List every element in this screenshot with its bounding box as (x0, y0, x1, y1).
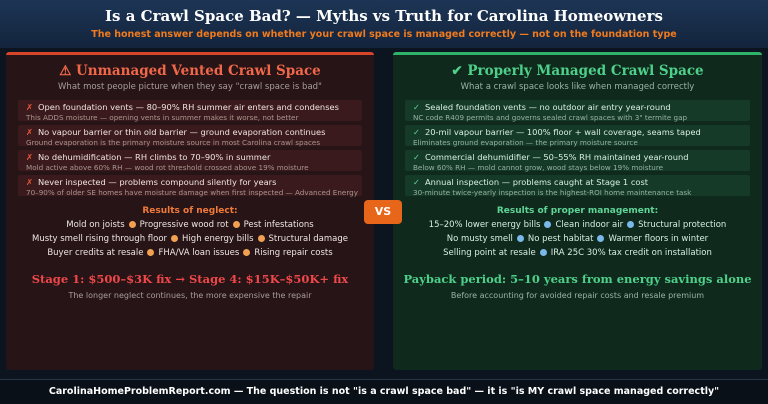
item-text: No dehumidification — RH climbs to 70–90… (37, 152, 271, 162)
bullet (539, 248, 547, 256)
item-note: Below 60% RH — mold cannot grow, wood st… (413, 163, 664, 172)
item-text: Sealed foundation vents — no outdoor air… (424, 102, 671, 112)
panel-subtitle: What most people picture when they say "… (58, 82, 322, 92)
result: IRA 25C 30% tax credit on installation (550, 248, 712, 258)
result: Pest infestations (243, 220, 314, 230)
item-text: Commercial dehumidifier — 50–55% RH main… (424, 152, 689, 162)
item-note: 70–90% of older SE homes have moisture d… (26, 188, 358, 197)
item-note: Eliminates ground evaporation — the prim… (413, 138, 638, 147)
item-text: Annual inspection — problems caught at S… (424, 177, 649, 187)
item-line: ✓ 20-mil vapour barrier — 100% floor + wa… (413, 127, 742, 137)
item-text: No vapour barrier or thin old barrier — … (37, 127, 326, 137)
result: Structural damage (268, 234, 349, 244)
results-line: Buyer credits at resale FHA/VA loan issue… (6, 248, 374, 258)
bullet (243, 248, 251, 256)
results-title: Results of proper management: (496, 206, 659, 216)
panel-subtitle: What a crawl space looks like when manag… (460, 82, 695, 92)
result: Warmer floors in winter (608, 234, 709, 244)
item: ✗ No dehumidification — RH climbs to 70–9… (18, 150, 362, 172)
item-line: ✗ No vapour barrier or thin old barrier —… (26, 127, 354, 137)
highlight: Payback period: 5–10 years from energy s… (403, 272, 752, 286)
result: Buyer credits at resale (47, 248, 144, 258)
item-note: NC code R409 permits and governs sealed … (413, 113, 688, 122)
item: ✗ Open foundation vents — 80–90% RH summe… (18, 100, 362, 122)
header: Is a Crawl Space Bad? — Myths vs Truth f… (0, 0, 768, 48)
panel-title: ✔ Properly Managed Crawl Space (451, 63, 704, 79)
result: Musty smell rising through floor (31, 234, 168, 244)
item: ✓ Annual inspection — problems caught at … (405, 175, 750, 197)
result: Clean indoor air (555, 220, 624, 230)
item-text: Never inspected — problems compound sile… (37, 177, 277, 187)
result: High energy bills (182, 234, 254, 244)
item-mark: ✓ (413, 152, 420, 162)
bullet (627, 220, 635, 228)
item-mark: ✗ (26, 127, 33, 137)
bullet (257, 234, 265, 242)
results-line: Musty smell rising through floor High ene… (6, 234, 374, 244)
vs-badge: VS (364, 200, 402, 224)
item-mark: ✓ (413, 177, 420, 187)
caption: The longer neglect continues, the more e… (68, 291, 312, 300)
result: Structural protection (638, 220, 727, 230)
panel: ⚠ Unmanaged Vented Crawl Space What most … (6, 52, 374, 370)
results-line: Selling point at resale IRA 25C 30% tax c… (393, 248, 762, 258)
results-line: 15–20% lower energy bills Clean indoor ai… (393, 220, 762, 230)
result: FHA/VA loan issues (158, 248, 240, 258)
item: ✓ Commercial dehumidifier — 50–55% RH mai… (405, 150, 750, 172)
result: Progressive wood rot (139, 220, 229, 230)
item-mark: ✓ (413, 102, 420, 112)
item: ✗ No vapour barrier or thin old barrier —… (18, 125, 362, 147)
item-line: ✓ Commercial dehumidifier — 50–55% RH mai… (413, 152, 742, 162)
result: No pest habitat (527, 234, 594, 244)
result: 15–20% lower energy bills (428, 220, 541, 230)
result: Mold on joists (66, 220, 125, 230)
footer: CarolinaHomeProblemReport.com — The ques… (0, 379, 768, 404)
item-mark: ✗ (26, 152, 33, 162)
item-list: ✓ Sealed foundation vents — no outdoor ai… (405, 100, 750, 197)
result: Selling point at resale (443, 248, 536, 258)
item-line: ✗ Open foundation vents — 80–90% RH summe… (26, 102, 354, 112)
item-note: Mold active above 60% RH — wood rot thre… (26, 163, 309, 172)
result: No musty smell (446, 234, 513, 244)
item-line: ✓ Annual inspection — problems caught at … (413, 177, 742, 187)
highlight: Stage 1: $500–$3K fix → Stage 4: $15K–$5… (31, 272, 349, 286)
item-note: Ground evaporation is the primary moistu… (26, 138, 321, 147)
item: ✗ Never inspected — problems compound sil… (18, 175, 362, 197)
item-text: 20-mil vapour barrier — 100% floor + wal… (424, 127, 701, 137)
item-mark: ✗ (26, 177, 33, 187)
bullet (171, 234, 179, 242)
item-text: Open foundation vents — 80–90% RH summer… (37, 102, 339, 112)
bullet (232, 220, 240, 228)
panel: ✔ Properly Managed Crawl Space What a cra… (393, 52, 762, 370)
item-line: ✗ Never inspected — problems compound sil… (26, 177, 354, 187)
result: Rising repair costs (254, 248, 333, 258)
caption: Before accounting for avoided repair cos… (450, 291, 705, 300)
item-mark: ✗ (26, 102, 33, 112)
item: ✓ Sealed foundation vents — no outdoor ai… (405, 100, 750, 122)
panel-title: ⚠ Unmanaged Vented Crawl Space (59, 63, 321, 79)
results-line: No musty smell No pest habitat Warmer floo… (393, 234, 762, 244)
item: ✓ 20-mil vapour barrier — 100% floor + wa… (405, 125, 750, 147)
item-note: 30-minute twice-yearly inspection is the… (413, 188, 692, 197)
title: Is a Crawl Space Bad? — Myths vs Truth f… (105, 7, 663, 25)
bullet (597, 234, 605, 242)
item-line: ✓ Sealed foundation vents — no outdoor ai… (413, 102, 742, 112)
item-note: This ADDS moisture — opening vents in su… (26, 113, 299, 122)
bullet (516, 234, 524, 242)
bullet (128, 220, 136, 228)
bullet (147, 248, 155, 256)
results-title: Results of neglect: (142, 206, 238, 216)
item-line: ✗ No dehumidification — RH climbs to 70–9… (26, 152, 354, 162)
subtitle: The honest answer depends on whether you… (91, 29, 677, 40)
item-mark: ✓ (413, 127, 420, 137)
results-line: Mold on joists Progressive wood rot Pest i… (6, 220, 374, 230)
bullet (544, 220, 552, 228)
item-list: ✗ Open foundation vents — 80–90% RH summe… (18, 100, 362, 197)
